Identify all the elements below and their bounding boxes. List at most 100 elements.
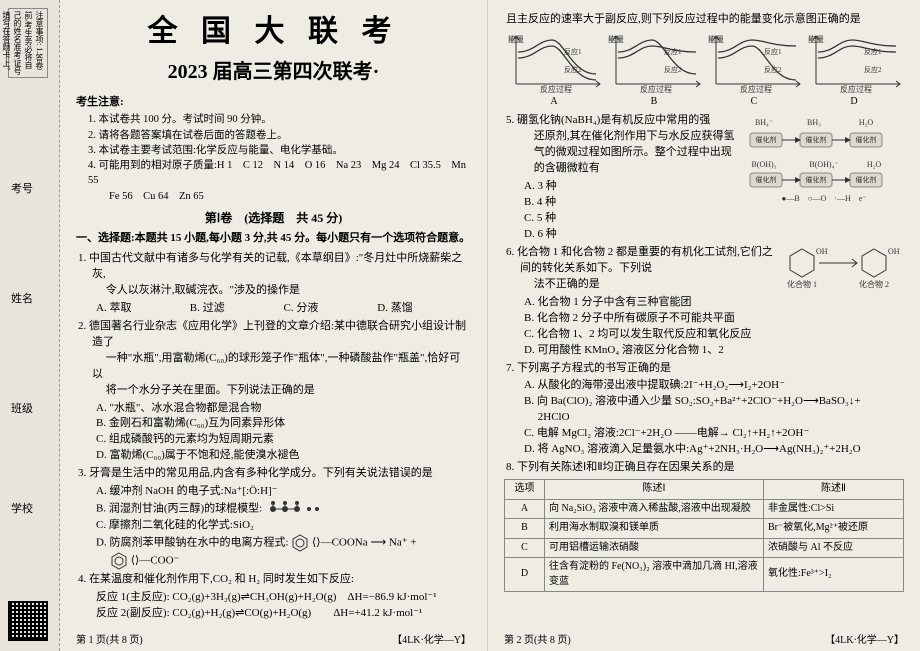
q4-chart-c: 能量反应1 反应2 反应过程C <box>704 32 804 110</box>
q3-opt-a: A. 缓冲剂 NaOH 的电子式:Na⁺[:Ö:H]⁻ <box>96 484 471 500</box>
svg-text:催化剂: 催化剂 <box>806 175 827 184</box>
q8-table-head: 选项 陈述Ⅰ 陈述Ⅱ <box>505 480 904 500</box>
margin-label-school: 学校 <box>11 500 33 516</box>
q2-opts: A. "水瓶"、冰水混合物都是混合物 B. 金刚石和富勒烯(C₆₀)互为同素异形… <box>96 401 471 465</box>
svg-text:反应1: 反应1 <box>764 47 782 56</box>
q4-chart-label: D <box>804 95 904 110</box>
q8-table-row: B利用海水制取溴和镁单质Br⁻被氧化,Mg²⁺被还原 <box>505 519 904 539</box>
svg-text:催化剂: 催化剂 <box>806 135 827 144</box>
q1-opt-d: D. 蒸馏 <box>377 301 471 317</box>
q4-charts: 能量反应1反应2反应过程A能量反应1反应2反应过程B能量反应1反应2反应过程C能… <box>504 32 904 110</box>
q8-th-1: 陈述Ⅰ <box>545 480 764 500</box>
q8-cell: 往含有淀粉的 Fe(NO₃)₂ 溶液中滴加几滴 HI,溶液变蓝 <box>545 558 764 592</box>
q4-tail: 且主反应的速率大于副反应,则下列反应过程中的能量变化示意图正确的是 <box>506 12 904 28</box>
page-1-footer: 第 1 页(共 8 页) 【4LK·化学—Y】 <box>76 634 471 649</box>
section-1-head: 第Ⅰ卷 (选择题 共 45 分) <box>76 210 471 227</box>
notice-4: 4. 可能用到的相对原子质量:H 1 C 12 N 14 O 16 Na 23 … <box>88 158 471 204</box>
q7-opt-c: C. 电解 MgCl₂ 溶液:2Cl⁻+2H₂O ——电解→ Cl₂↑+H₂↑+… <box>524 426 904 442</box>
q3-opt-c: C. 摩擦剂二氧化硅的化学式:SiO₂ <box>96 518 471 534</box>
benzene-ring-icon <box>291 534 309 552</box>
svg-text:催化剂: 催化剂 <box>856 175 877 184</box>
q8-cell: 向 Na₂SiO₃ 溶液中滴入稀盐酸,溶液中出现凝胶 <box>545 499 764 519</box>
q7-text: 7. 下列离子方程式的书写正确的是 <box>506 361 904 377</box>
svg-text:●—B ○—O ·—H e⁻: ●—B ○—O ·—H e⁻ <box>782 194 867 203</box>
svg-text:反应2: 反应2 <box>764 65 782 74</box>
q7-opts: A. 从酸化的海带浸出液中提取碘:2I⁻+H₂O₂⟶I₂+2OH⁻ B. 向 B… <box>524 378 904 458</box>
q2-text: 2. 德国著名行业杂志《应用化学》上刊登的文章介绍:某中德联合研究小组设计制造了… <box>78 319 471 399</box>
q8-cell: B <box>505 519 545 539</box>
q8-cell: 非金属性:Cl>Si <box>764 499 904 519</box>
qr-code <box>8 601 48 641</box>
q2-opt-b: B. 金刚石和富勒烯(C₆₀)互为同素异形体 <box>96 416 471 432</box>
q4-reactions: 反应 1(主反应): CO₂(g)+3H₂(g)⇌CH₃OH(g)+H₂O(g)… <box>96 590 471 622</box>
q4-r1: 反应 1(主反应): CO₂(g)+3H₂(g)⇌CH₃OH(g)+H₂O(g)… <box>96 590 471 606</box>
svg-text:化合物 1: 化合物 1 <box>787 279 817 289</box>
svg-text:反应过程: 反应过程 <box>740 84 772 94</box>
margin-label-class: 班级 <box>11 400 33 416</box>
margin-label-examno: 考号 <box>11 180 33 196</box>
svg-text:OH: OH <box>816 247 828 256</box>
q7-opt-d: D. 将 AgNO₃ 溶液滴入足量氨水中:Ag⁺+2NH₃·H₂O⟶Ag(NH₃… <box>524 442 904 458</box>
q4-chart-label: C <box>704 95 804 110</box>
svg-text:H₂O: H₂O <box>867 160 882 169</box>
q6-opt-c: C. 化合物 1、2 均可以发生取代反应和氧化反应 <box>524 327 904 343</box>
q4-chart-label: B <box>604 95 704 110</box>
q8-cell: Br⁻被氧化,Mg²⁺被还原 <box>764 519 904 539</box>
svg-text:反应2: 反应2 <box>564 65 582 74</box>
page-1-num: 第 1 页(共 8 页) <box>76 634 143 649</box>
exam-title-sub: 2023 届高三第四次联考· <box>76 58 471 87</box>
margin-label-name: 姓名 <box>11 290 33 306</box>
q1-text: 1. 中国古代文献中有诸多与化学有关的记载,《本草纲目》:"冬月灶中所烧薪柴之灰… <box>78 251 471 299</box>
notice-head: 考生注意: <box>76 95 471 111</box>
q3-eq-d2-line: ⟨⟩—COO⁻ <box>110 552 471 570</box>
svg-text:H₂O: H₂O <box>859 118 874 127</box>
svg-text:OH: OH <box>888 247 900 256</box>
q6-opts: A. 化合物 1 分子中含有三种官能团 B. 化合物 2 分子中所有碳原子不可能… <box>524 295 904 359</box>
svg-text:反应2: 反应2 <box>864 65 882 74</box>
q6-opt-b: B. 化合物 2 分子中所有碳原子不可能共平面 <box>524 311 904 327</box>
svg-text:B(OH)₃: B(OH)₃ <box>751 160 776 169</box>
q8-table-row: C可用铝槽运输浓硝酸浓硝酸与 Al 不反应 <box>505 538 904 558</box>
q1-opt-c: C. 分液 <box>284 301 378 317</box>
q2-opt-d: D. 富勒烯(C₆₀)属于不饱和烃,能使溴水褪色 <box>96 448 471 464</box>
q5-figure: BH₄⁻BH₃H₂O B(OH)₃B(OH)₄⁻H₂O 催化剂 催化剂 催化剂 … <box>744 115 904 205</box>
svg-text:反应1: 反应1 <box>864 47 882 56</box>
q6-opt-d: D. 可用酸性 KMnO₄ 溶液区分化合物 1、2 <box>524 343 904 359</box>
q8-table: 选项 陈述Ⅰ 陈述Ⅱ A向 Na₂SiO₃ 溶液中滴入稀盐酸,溶液中出现凝胶非金… <box>504 479 904 592</box>
q6-opt-a: A. 化合物 1 分子中含有三种官能团 <box>524 295 904 311</box>
q8-cell: D <box>505 558 545 592</box>
q1-opt-b: B. 过滤 <box>190 301 284 317</box>
exam-title-main: 全 国 大 联 考 <box>76 10 471 54</box>
page-1-code: 【4LK·化学—Y】 <box>392 634 471 649</box>
q7-opt-b: B. 向 Ba(ClO)₂ 溶液中通入少量 SO₂:SO₂+Ba²⁺+2ClO⁻… <box>524 394 904 426</box>
q3-opts: A. 缓冲剂 NaOH 的电子式:Na⁺[:Ö:H]⁻ B. 润湿剂甘油(丙三醇… <box>96 484 471 570</box>
q3-opt-b: B. 润湿剂甘油(丙三醇)的球棍模型: <box>96 500 471 518</box>
q3-opt-b-text: B. 润湿剂甘油(丙三醇)的球棍模型: <box>96 503 262 515</box>
q4-chart-d: 能量反应1反应2反应过程D <box>804 32 904 110</box>
q8-th-0: 选项 <box>505 480 545 500</box>
benzene-ring-icon <box>110 552 128 570</box>
q2-opt-a: A. "水瓶"、冰水混合物都是混合物 <box>96 401 471 417</box>
q8-table-row: D往含有淀粉的 Fe(NO₃)₂ 溶液中滴加几滴 HI,溶液变蓝氧化性:Fe³⁺… <box>505 558 904 592</box>
svg-text:能量: 能量 <box>808 34 824 44</box>
svg-text:反应1: 反应1 <box>664 47 682 56</box>
q3-opt-d: D. 防腐剂苯甲酸钠在水中的电离方程式: ⟨⟩—COONa ⟶ Na⁺ + <box>96 534 471 552</box>
svg-text:反应2: 反应2 <box>664 65 682 74</box>
q8-cell: 浓硝酸与 Al 不反应 <box>764 538 904 558</box>
q5-opt-d: D. 6 种 <box>524 227 904 243</box>
margin-warning: 注意事项: 1.答卷前,考生务必将自己的姓名准考证号填写在答题卡上。 2.全部答… <box>8 8 48 78</box>
q5-opt-c: C. 5 种 <box>524 211 904 227</box>
page-2: 且主反应的速率大于副反应,则下列反应过程中的能量变化示意图正确的是 能量反应1 反… <box>488 0 920 651</box>
svg-text:催化剂: 催化剂 <box>756 175 777 184</box>
svg-text:反应过程: 反应过程 <box>640 84 672 94</box>
page-2-num: 第 2 页(共 8 页) <box>504 634 571 649</box>
notice-3: 3. 本试卷主要考试范围:化学反应与能量、电化学基础。 <box>88 143 471 158</box>
q4-r2: 反应 2(副反应): CO₂(g)+H₂(g)⇌CO(g)+H₂O(g) ΔH=… <box>96 606 471 622</box>
q3-text: 3. 牙膏是生活中的常见用品,内含有多种化学成分。下列有关说法错误的是 <box>78 466 471 482</box>
q8-cell: C <box>505 538 545 558</box>
q8-text: 8. 下列有关陈述Ⅰ和Ⅱ均正确且存在因果关系的是 <box>506 460 904 476</box>
q4-text: 4. 在某温度和催化剂作用下,CO₂ 和 H₂ 同时发生如下反应: <box>78 572 471 588</box>
q8-cell: 氧化性:Fe³⁺>I₂ <box>764 558 904 592</box>
q8-th-2: 陈述Ⅱ <box>764 480 904 500</box>
svg-text:能量: 能量 <box>708 34 724 44</box>
